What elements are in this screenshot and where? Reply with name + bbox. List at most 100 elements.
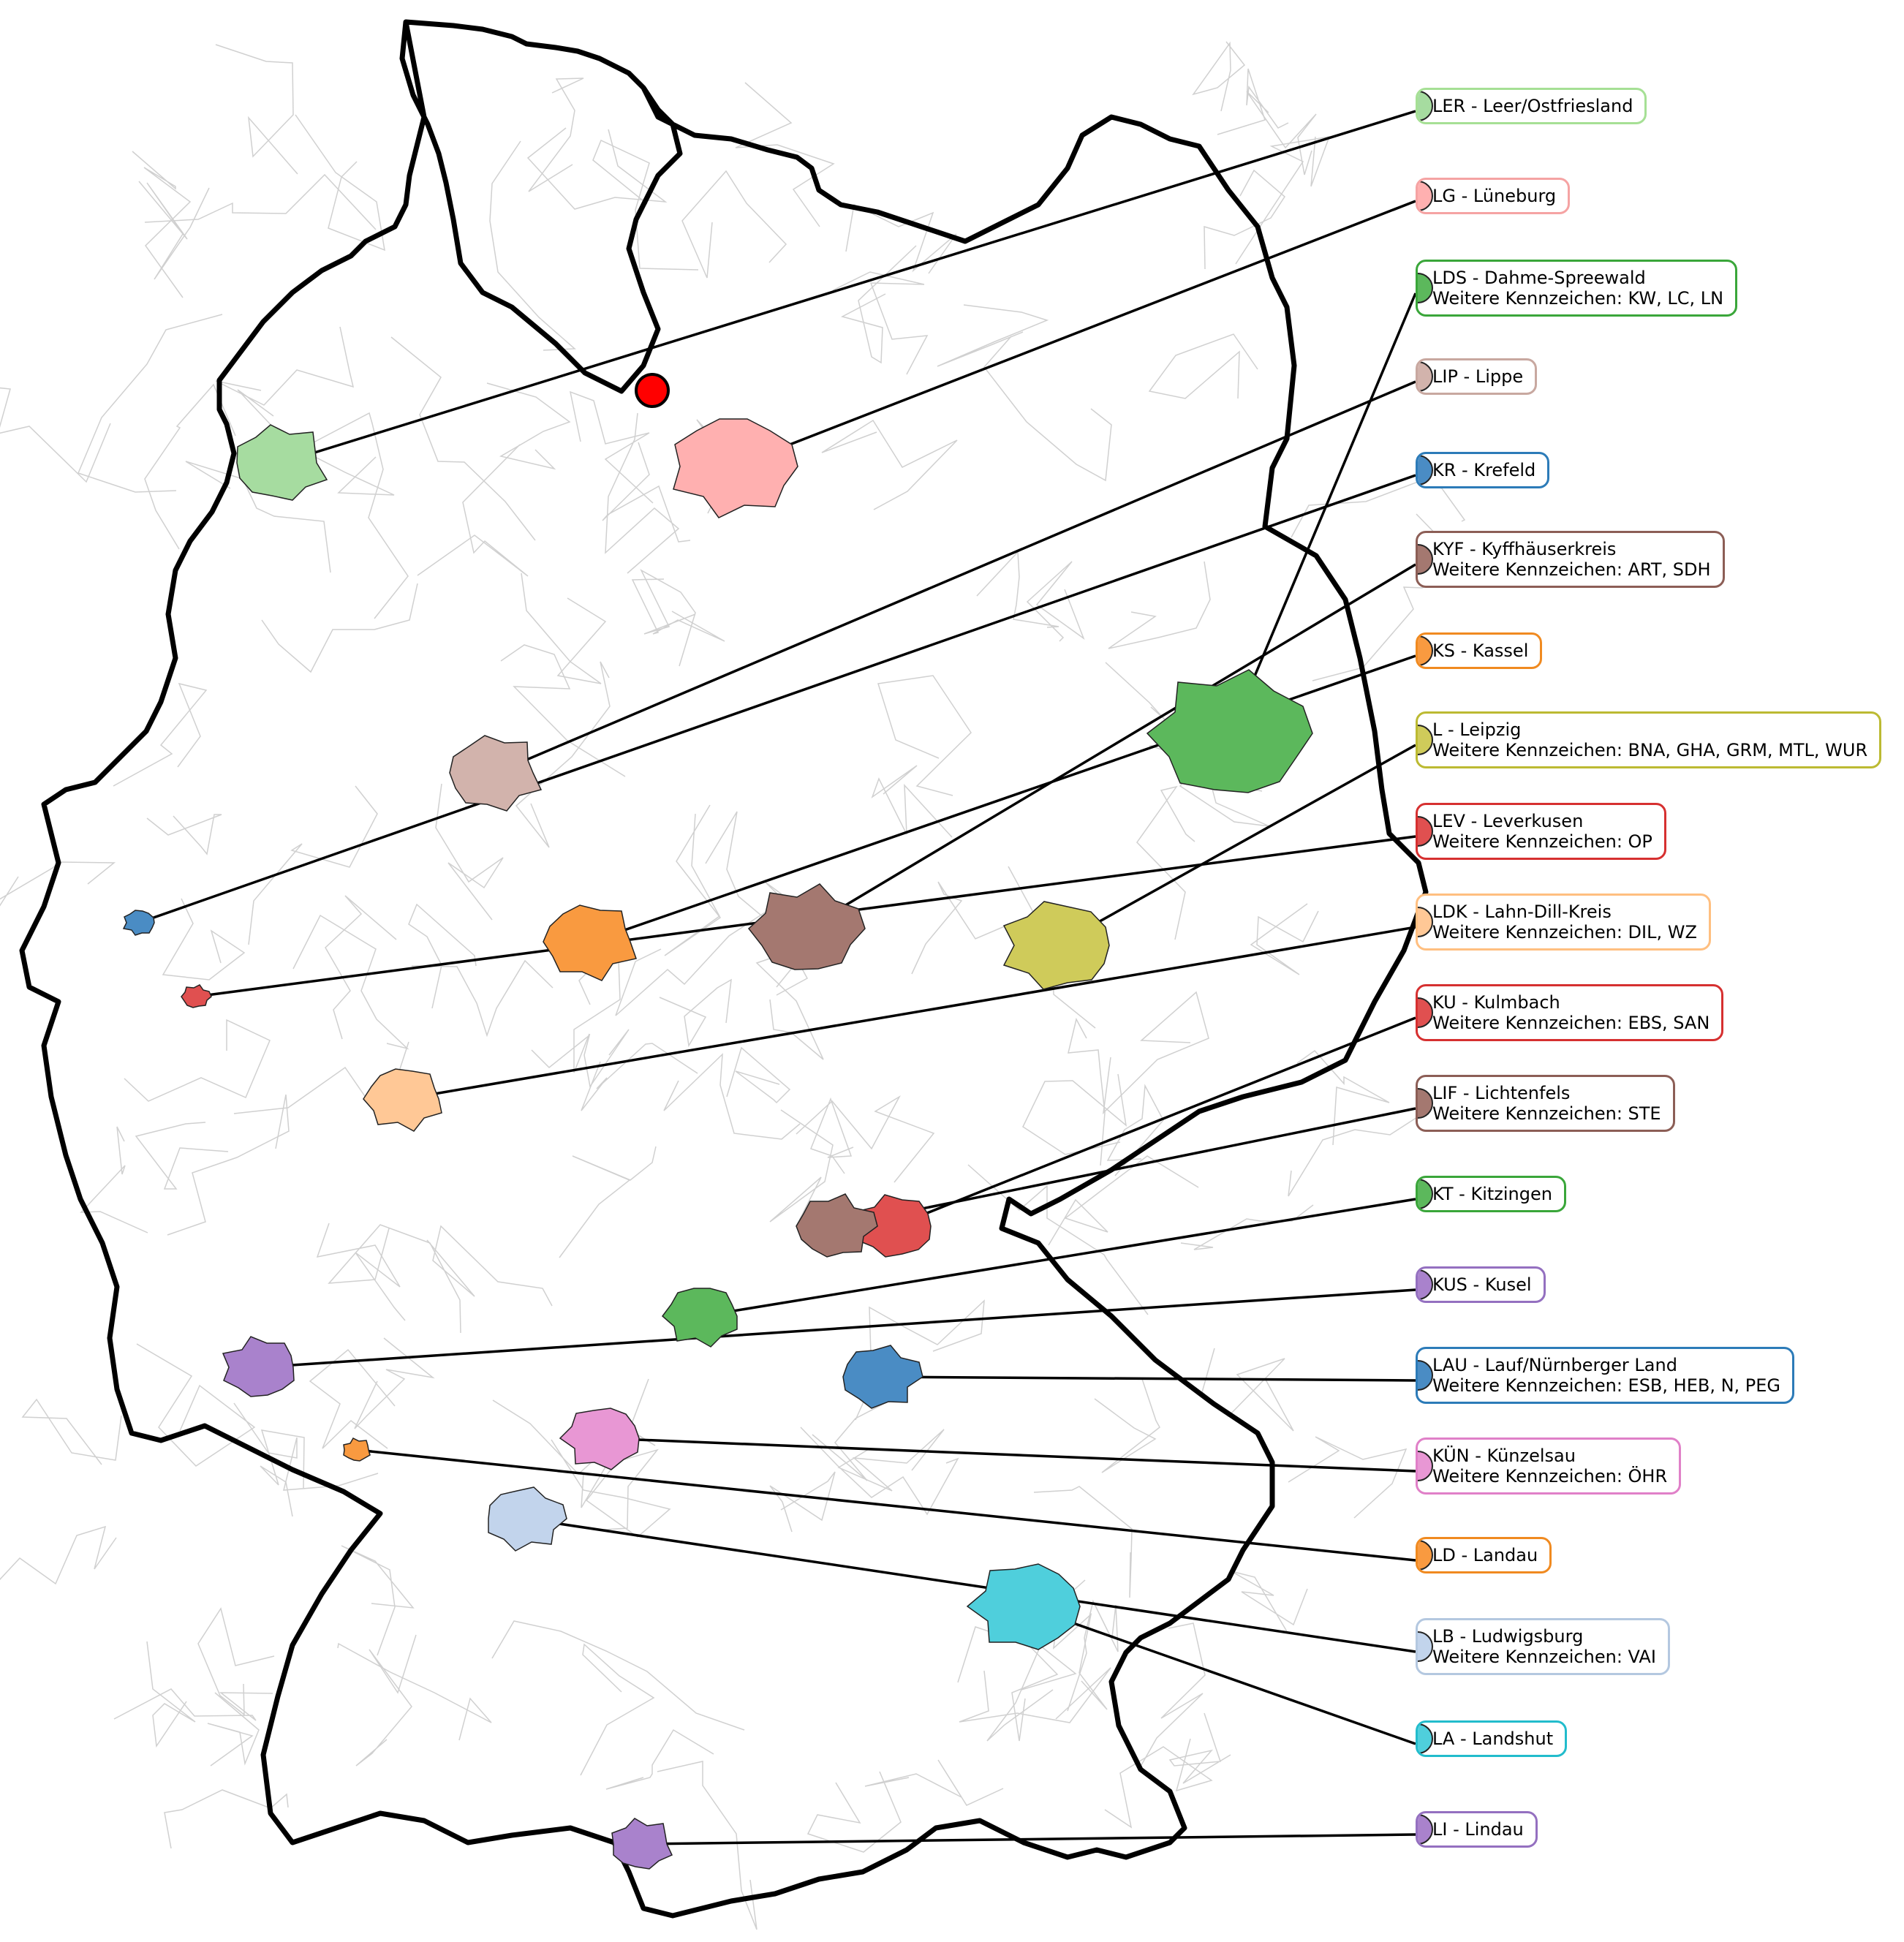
district-label-kt: KT - Kitzingen	[1416, 1176, 1566, 1212]
district-title: LB - Ludwigsburg	[1432, 1626, 1584, 1647]
district-title: KR - Krefeld	[1432, 460, 1536, 480]
connector-l	[1056, 744, 1416, 947]
district-title: L - Leipzig	[1432, 719, 1522, 740]
district-extra-plates: Weitere Kennzeichen: DIL, WZ	[1432, 922, 1697, 942]
district-boundary	[1231, 1571, 1308, 1633]
region-lif	[796, 1193, 878, 1258]
district-title: LG - Lüneburg	[1432, 186, 1557, 206]
district-boundary	[640, 569, 696, 667]
district-boundary	[1022, 1073, 1127, 1155]
district-title: LAU - Lauf/Nürnberger Land	[1432, 1355, 1677, 1375]
district-boundary	[605, 1728, 714, 1790]
legend-marker	[1418, 1360, 1433, 1391]
district-label-lds: LDS - Dahme-Spreewald Weitere Kennzeichen…	[1416, 260, 1738, 317]
district-boundary	[113, 1688, 273, 1721]
district-boundary	[959, 1667, 1111, 1723]
district-boundary	[0, 861, 116, 907]
district-title: LA - Landshut	[1432, 1728, 1554, 1749]
connector-lds	[1229, 292, 1417, 734]
district-boundary	[551, 1439, 671, 1538]
district-boundary	[864, 1759, 1004, 1806]
district-label-lev: LEV - Leverkusen Weitere Kennzeichen: OP	[1416, 803, 1666, 860]
district-boundary	[581, 1448, 660, 1530]
district-boundary	[569, 390, 654, 504]
district-label-kus: KUS - Kusel	[1416, 1266, 1546, 1303]
district-boundary	[1136, 785, 1195, 940]
district-boundary	[486, 382, 571, 470]
district-boundary	[810, 1097, 854, 1174]
district-extra-plates: Weitere Kennzeichen: ESB, HEB, N, PEG	[1432, 1375, 1781, 1396]
district-boundary	[337, 1642, 492, 1741]
district-boundary	[871, 765, 953, 838]
district-boundary	[354, 1337, 435, 1429]
connector-ldk	[404, 926, 1416, 1100]
district-boundary	[138, 181, 210, 280]
legend-marker	[1417, 1814, 1433, 1845]
region-lg	[673, 418, 798, 518]
district-boundary	[1104, 1738, 1213, 1829]
district-title: LDS - Dahme-Spreewald	[1432, 268, 1646, 288]
district-boundary	[821, 419, 958, 510]
district-boundary	[260, 1429, 305, 1517]
district-boundary	[1168, 1712, 1231, 1784]
district-regions	[122, 418, 1313, 1870]
district-label-ldk: LDK - Lahn-Dill-Kreis Weitere Kennzeichen…	[1416, 893, 1711, 951]
district-boundary	[986, 1644, 1077, 1742]
region-ldk	[363, 1068, 442, 1132]
region-lip	[449, 735, 543, 812]
district-boundary	[124, 1019, 271, 1102]
district-boundary	[491, 1620, 745, 1731]
legend-marker	[1418, 1540, 1433, 1571]
district-boundary	[521, 573, 607, 684]
district-boundary	[845, 203, 957, 274]
district-boundary	[309, 1348, 396, 1449]
district-boundary	[983, 336, 1112, 482]
district-boundary	[726, 1046, 791, 1104]
district-boundary	[1148, 333, 1258, 399]
region-kr	[122, 910, 155, 936]
district-label-kyf: KYF - Kyffhäuserkreis Weitere Kennzeichen…	[1416, 531, 1725, 588]
district-boundary	[840, 245, 917, 364]
district-boundary	[659, 978, 732, 1048]
district-label-lif: LIF - Lichtenfels Weitere Kennzeichen: ST…	[1416, 1075, 1675, 1132]
legend-marker	[1418, 181, 1433, 211]
district-boundary	[663, 1053, 801, 1140]
region-li	[611, 1818, 673, 1870]
connector-kr	[138, 474, 1416, 924]
district-boundary	[237, 389, 395, 496]
connector-ld	[356, 1448, 1416, 1562]
district-boundary	[1217, 68, 1289, 135]
legend-marker	[1418, 273, 1433, 303]
district-boundary	[311, 412, 409, 619]
district-boundary	[411, 959, 554, 1038]
legend-marker	[1418, 1451, 1433, 1481]
district-boundary	[592, 139, 699, 271]
district-boundary	[605, 412, 680, 574]
district-boundary	[832, 271, 929, 375]
district-label-lau: LAU - Lauf/Nürnberger Land Weitere Kennze…	[1416, 1347, 1795, 1404]
district-title: LEV - Leverkusen	[1432, 811, 1584, 831]
legend-marker	[1417, 544, 1433, 575]
district-boundary	[796, 1095, 935, 1183]
district-boundary	[580, 1643, 655, 1776]
region-l	[1002, 901, 1110, 990]
district-boundary	[113, 682, 208, 787]
district-title: KU - Kulmbach	[1432, 992, 1560, 1013]
district-boundary	[581, 1043, 698, 1111]
district-boundary	[1094, 1378, 1160, 1473]
district-boundary	[1192, 41, 1246, 112]
start-marker	[635, 373, 670, 408]
district-boundary	[261, 583, 418, 673]
district-boundary	[144, 173, 377, 230]
district-title: KUS - Kusel	[1432, 1274, 1532, 1295]
district-extra-plates: Weitere Kennzeichen: ART, SDH	[1432, 559, 1711, 580]
district-label-ku: KU - Kulmbach Weitere Kennzeichen: EBS, S…	[1416, 984, 1724, 1041]
district-boundary	[911, 881, 1012, 975]
district-boundary	[435, 783, 504, 921]
district-boundary	[573, 940, 621, 1073]
connector-lb	[524, 1517, 1416, 1653]
district-boundary	[1068, 1017, 1106, 1166]
connector-li	[641, 1833, 1416, 1845]
district-boundary	[735, 82, 835, 227]
